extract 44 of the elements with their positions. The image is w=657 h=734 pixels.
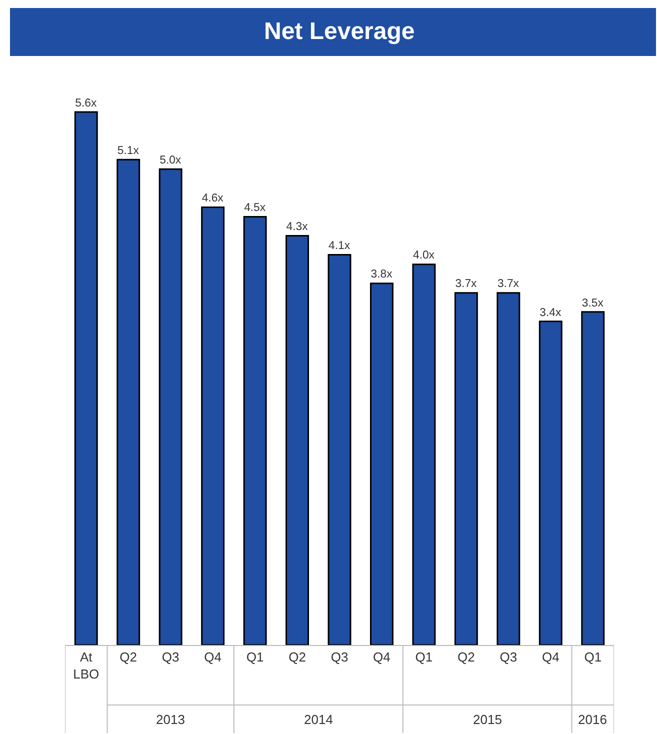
data-label: 3.5x: [582, 297, 604, 310]
data-label: 3.7x: [497, 278, 520, 290]
data-label: 4.5x: [244, 202, 266, 214]
bar: [74, 111, 98, 645]
data-label: 3.7x: [455, 278, 478, 290]
data-label: 5.6x: [75, 97, 97, 110]
text: 2013: [156, 712, 185, 727]
bar: [496, 292, 520, 645]
x-tick-label: Q3: [500, 650, 518, 665]
text: 2015: [473, 712, 502, 727]
x-tick-label: Q2: [458, 650, 475, 665]
chart-title: Net Leverage: [264, 18, 415, 45]
data-label: 4.6x: [202, 192, 224, 205]
bar: [328, 254, 352, 645]
data-label: 3.8x: [370, 268, 393, 281]
data-label: 3.4x: [540, 306, 562, 319]
x-tick-label: Q2: [288, 650, 306, 665]
data-label: 4.1x: [328, 240, 350, 252]
x-tick-label: Q3: [162, 650, 180, 665]
x-tick-label: Q1: [584, 650, 602, 665]
x-tick-label: At LBO: [73, 650, 100, 682]
bar: [412, 264, 436, 645]
bar: [243, 216, 267, 645]
x-tick-label: Q4: [373, 650, 390, 665]
data-label: 4.3x: [286, 221, 308, 234]
x-tick-label: Q4: [542, 650, 560, 665]
x-tick-label: Q1: [246, 650, 264, 665]
data-label: 5.0x: [160, 154, 182, 167]
bar: [286, 235, 309, 645]
text: 2016: [578, 712, 607, 727]
x-tick-label: Q4: [204, 650, 222, 665]
text: 2014: [304, 712, 333, 727]
data-label: 4.0x: [412, 250, 435, 262]
x-tick-label: Q1: [415, 650, 433, 665]
x-tick-label: Q2: [120, 650, 138, 665]
data-label: 5.1x: [117, 145, 140, 157]
x-tick-label: Q3: [330, 650, 348, 665]
bar: [201, 206, 225, 645]
bar: [454, 292, 478, 645]
bar: [581, 311, 605, 645]
bar: [370, 282, 394, 645]
bar: [158, 168, 182, 645]
bar: [116, 158, 140, 645]
bar: [538, 320, 562, 645]
